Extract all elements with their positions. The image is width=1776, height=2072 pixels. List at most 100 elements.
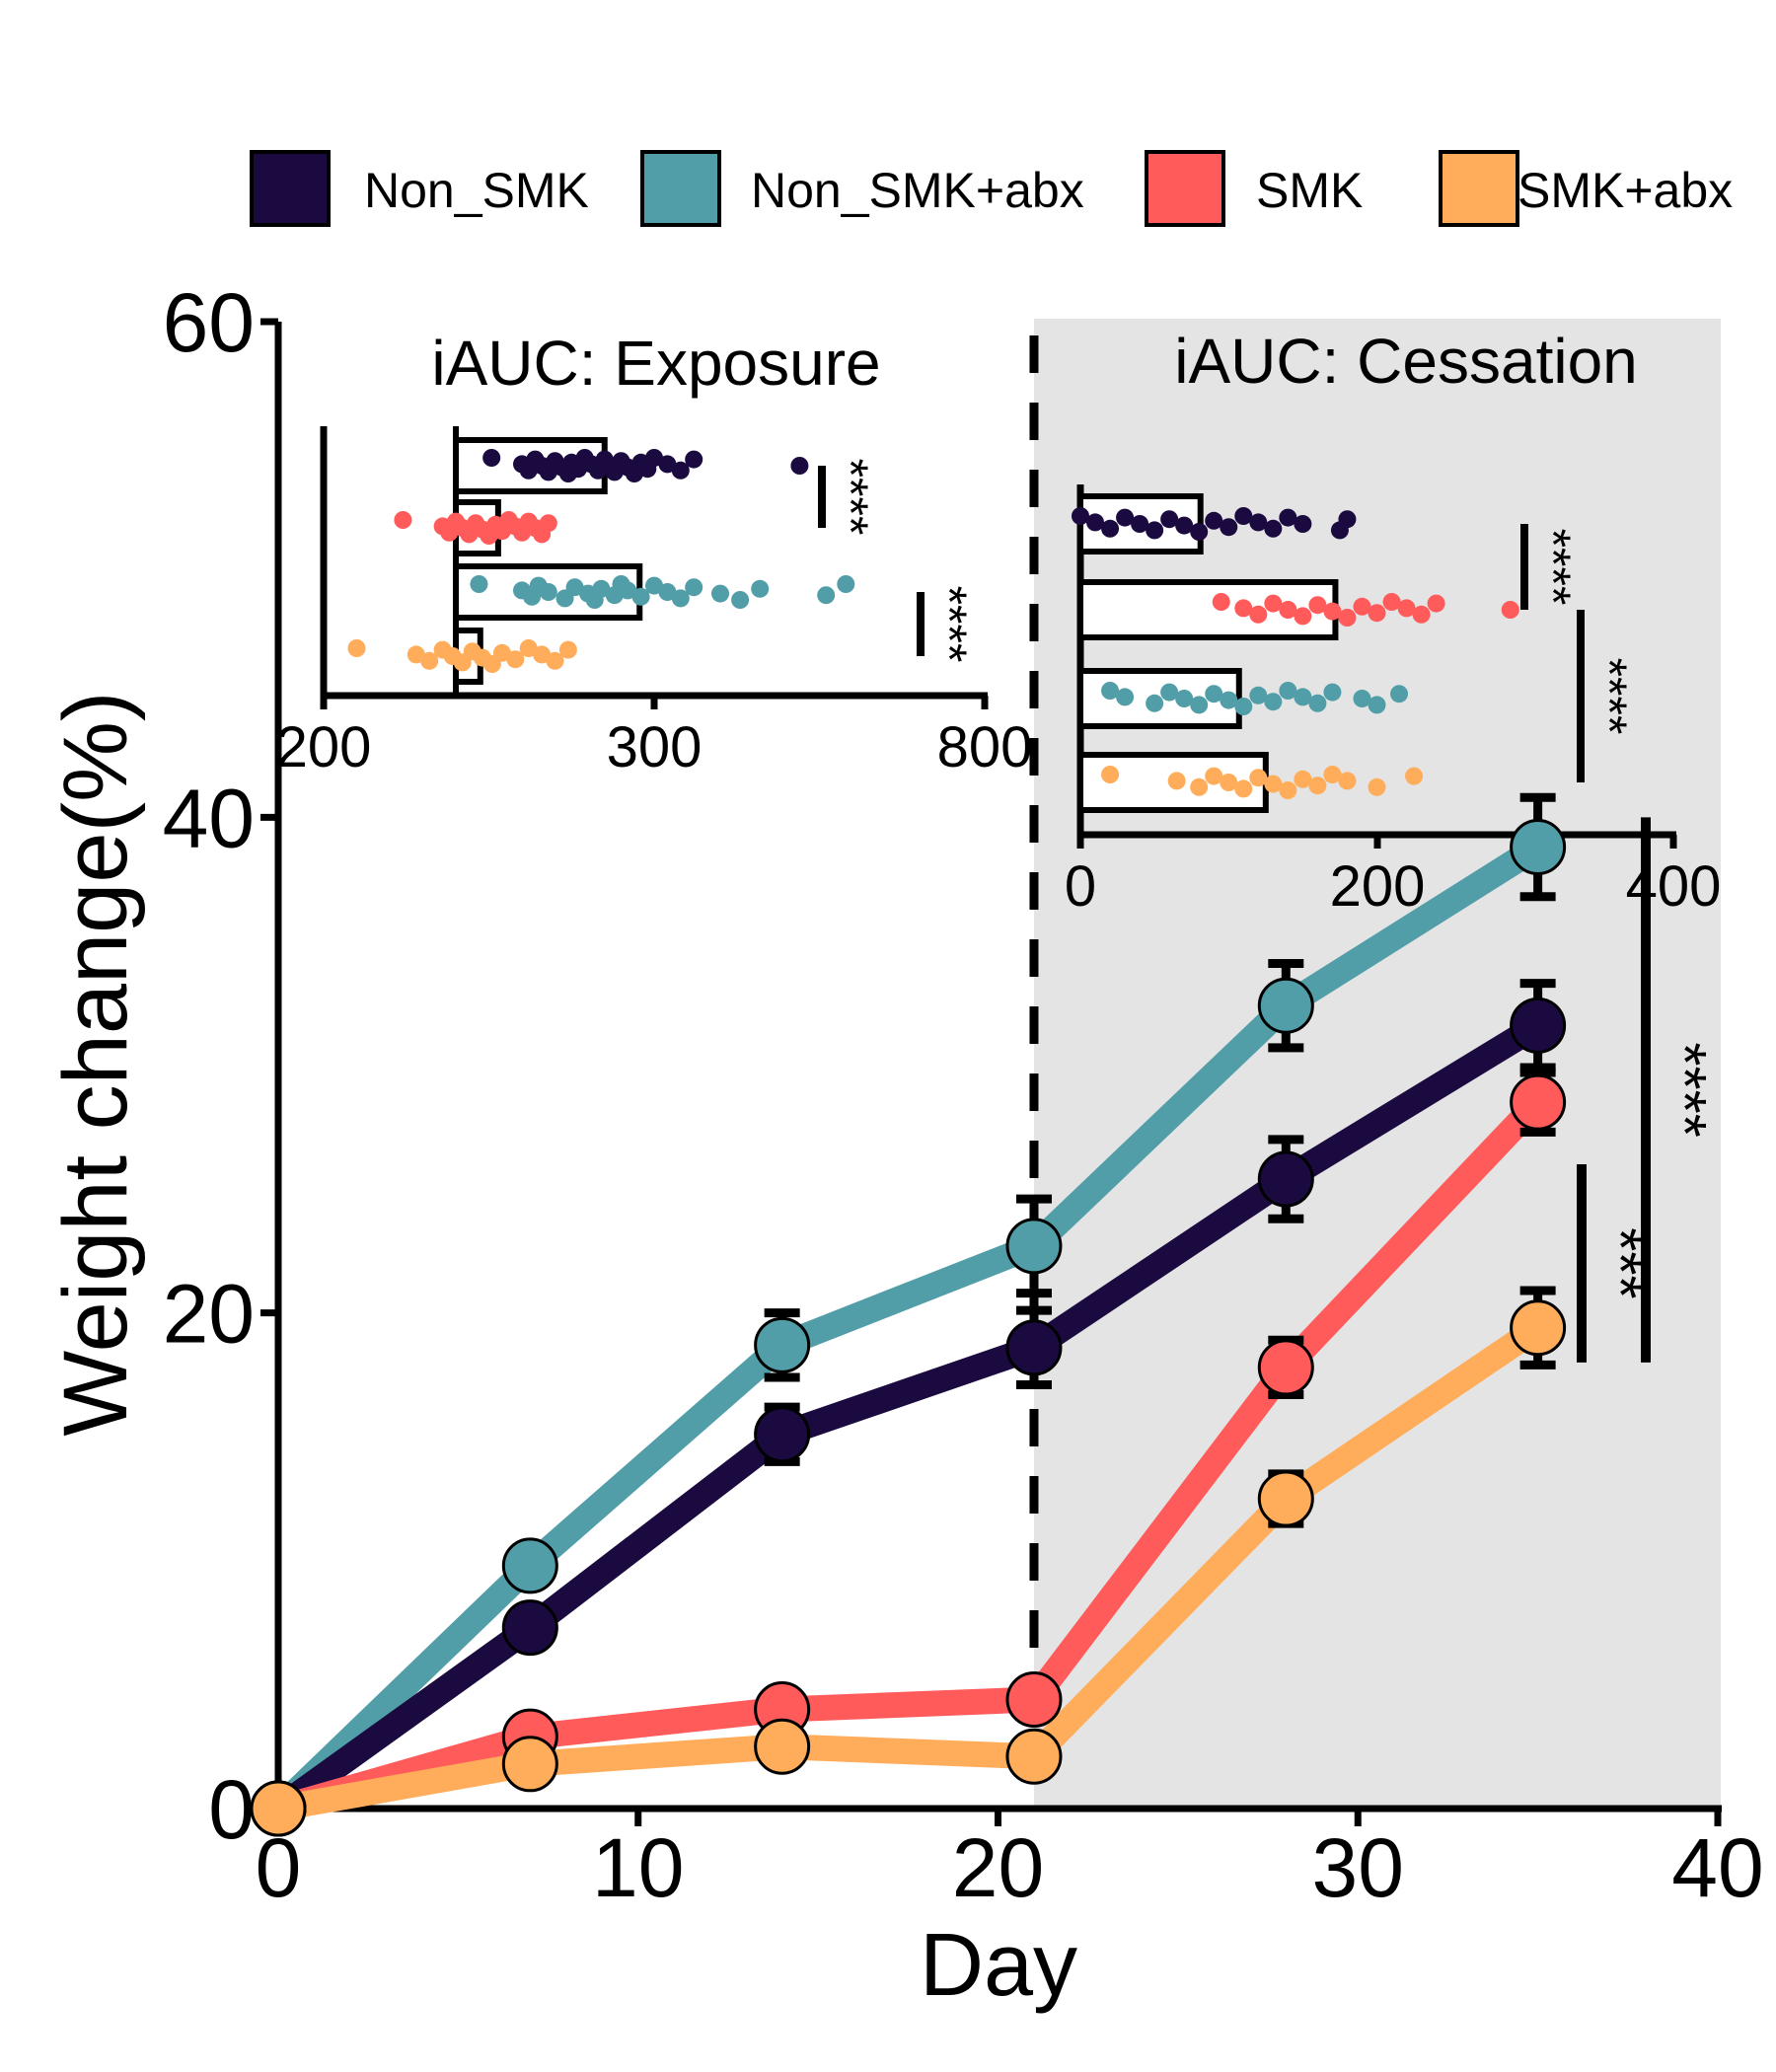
inset-dot — [1353, 690, 1371, 707]
inset-dot — [407, 645, 425, 664]
data-point — [1257, 1150, 1314, 1208]
inset-dot — [1308, 777, 1327, 795]
inset-dot — [1131, 515, 1149, 533]
inset-cessation: iAUC: Cessation 0 200 400 ******** — [1065, 326, 1722, 919]
inset-dot — [817, 586, 836, 605]
inset-dot — [751, 579, 770, 598]
legend: Non_SMK Non_SMK+abx SMK SMK+abx — [250, 150, 1733, 227]
inset-dot — [1234, 779, 1253, 798]
inset-dot — [1116, 688, 1135, 706]
inset-dot — [1308, 596, 1327, 615]
inset-x-tick-label: 200 — [276, 715, 372, 779]
data-point — [754, 1406, 811, 1463]
x-axis-label: Day — [920, 1916, 1077, 2015]
inset-dot — [1190, 523, 1209, 541]
inset-dot — [519, 639, 538, 657]
inset-dot — [592, 579, 611, 598]
series-line-smk — [274, 1093, 1548, 1821]
inset-dot — [1234, 599, 1253, 618]
inset-dot — [1086, 513, 1105, 532]
inset-dot — [1323, 602, 1342, 621]
inset-dot — [1190, 777, 1209, 796]
data-point — [1510, 1073, 1567, 1131]
data-point — [1510, 818, 1567, 875]
inset-dot — [631, 587, 650, 606]
inset-dot — [470, 575, 488, 593]
inset-dot — [482, 449, 501, 467]
inset-dot — [1368, 696, 1386, 714]
inset-dot — [837, 575, 855, 593]
y-tick-label: 40 — [163, 772, 255, 864]
inset-dot — [1175, 690, 1194, 707]
inset-dot — [539, 514, 557, 533]
inset-dot — [1390, 685, 1409, 703]
inset-x-tick-label: 200 — [1330, 854, 1426, 919]
series-line-non-smk-abx — [268, 836, 1545, 1818]
inset-dot — [1368, 777, 1386, 796]
y-tick-label: 60 — [163, 276, 255, 369]
y-tick-label: 20 — [163, 1268, 255, 1361]
inset-dot — [1160, 683, 1179, 702]
inset-dot — [1212, 593, 1230, 611]
inset-x-tick-label: 300 — [607, 715, 703, 779]
inset-dot — [1220, 518, 1238, 537]
inset-dot — [731, 591, 750, 609]
data-point — [1510, 1299, 1567, 1357]
inset-dot — [645, 576, 663, 595]
inset-dot — [1279, 508, 1297, 527]
inset-dot — [1249, 605, 1268, 624]
inset-dot — [685, 450, 703, 469]
series-line-non-smk — [270, 1014, 1545, 1819]
inset-dot — [658, 455, 677, 474]
inset-dot — [1101, 682, 1120, 700]
inset-dot — [1308, 694, 1327, 712]
data-point — [1005, 1670, 1063, 1728]
inset-dot — [492, 643, 511, 662]
inset-dot — [558, 640, 577, 659]
inset-dot — [1146, 521, 1164, 540]
series-lines — [250, 792, 1567, 1837]
data-point — [1005, 1728, 1063, 1785]
x-tick-label: 40 — [1671, 1821, 1763, 1914]
inset-dot — [1338, 609, 1357, 627]
significance-label: **** — [1650, 1042, 1718, 1138]
inset-dot — [1338, 510, 1357, 529]
inset-significance-label: **** — [823, 459, 878, 536]
inset-dot — [1338, 772, 1357, 790]
inset-x-tick-label: 0 — [1065, 854, 1096, 919]
inset-dot — [645, 449, 663, 467]
inset-dot — [1249, 686, 1268, 704]
inset-dot — [1205, 767, 1223, 785]
data-point — [754, 1718, 811, 1775]
inset-dot — [1249, 769, 1268, 787]
inset-dot — [1264, 693, 1283, 711]
data-point — [1257, 1339, 1314, 1396]
significance-markers: ******* — [1577, 817, 1718, 1363]
x-tick-label: 20 — [952, 1821, 1044, 1914]
inset-significance-label: **** — [1525, 529, 1581, 606]
y-axis-label: Weight change(%) — [45, 691, 146, 1436]
significance-label: *** — [1586, 1227, 1654, 1298]
inset-dot — [671, 589, 690, 608]
data-point — [1005, 1218, 1063, 1275]
inset-dot — [1101, 519, 1120, 538]
inset-dot — [347, 639, 366, 657]
data-point — [754, 1316, 811, 1373]
inset-dot — [1116, 508, 1135, 527]
inset-dot — [1205, 511, 1223, 530]
legend-swatch-0 — [250, 150, 331, 227]
inset-dot — [1264, 594, 1283, 613]
inset-dot — [565, 578, 584, 597]
y-tick-label: 0 — [208, 1763, 255, 1856]
inset-dot — [539, 583, 557, 601]
inset-dot — [1368, 604, 1386, 623]
legend-swatch-1 — [640, 150, 721, 227]
inset-dot — [1167, 772, 1186, 790]
inset-dot — [1279, 601, 1297, 619]
inset-dot — [1234, 507, 1253, 525]
inset-significance-label: **** — [1582, 658, 1637, 735]
data-point — [1510, 997, 1567, 1054]
inset-dot — [658, 583, 677, 601]
